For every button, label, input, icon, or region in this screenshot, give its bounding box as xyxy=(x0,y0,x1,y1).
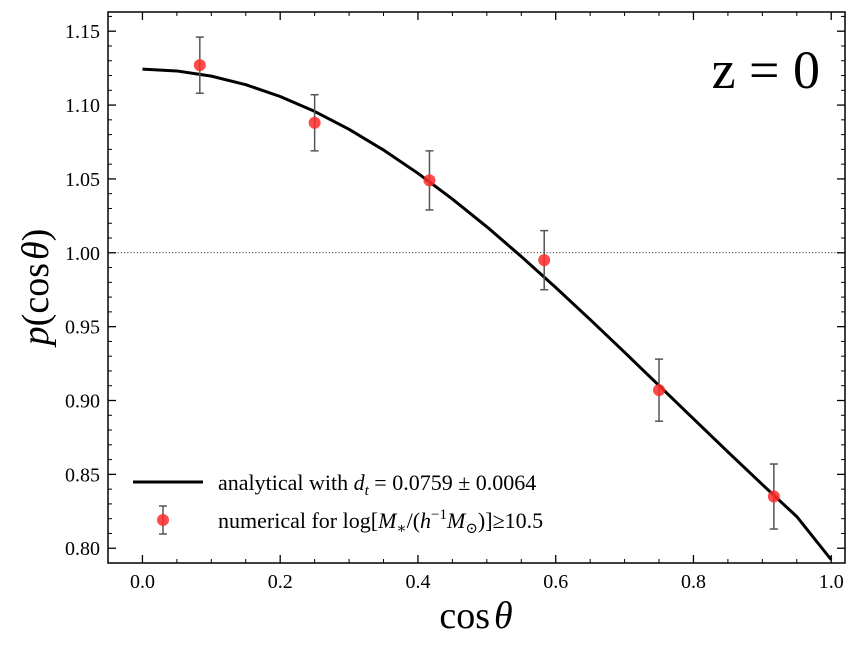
x-tick-label: 1.0 xyxy=(819,571,844,593)
x-axis-var: θ xyxy=(494,595,513,637)
legend-points-h: h xyxy=(420,508,431,533)
x-tick-label: 0.4 xyxy=(405,571,430,593)
plot-background xyxy=(108,12,845,563)
legend-points-sun: ⊙ xyxy=(465,521,478,537)
legend-points-label: numerical for log[M∗/(h−1M⊙)]≥10.5 xyxy=(218,507,543,537)
y-axis-p: p xyxy=(15,326,57,348)
y-tick-label: 1.15 xyxy=(65,21,100,43)
legend-points-exp: −1 xyxy=(431,507,447,523)
data-point xyxy=(538,254,551,267)
data-point xyxy=(308,116,321,129)
legend: analytical with dt = 0.0759 ± 0.0064 num… xyxy=(133,470,543,537)
legend-points-mass: M xyxy=(377,508,398,533)
x-axis-func: cos xyxy=(439,595,490,637)
x-axis-title: cos θ xyxy=(439,595,512,637)
legend-line-prefix: analytical with xyxy=(218,470,354,495)
plot-frame xyxy=(107,11,846,564)
data-point xyxy=(653,384,666,397)
x-tick-label: 0.8 xyxy=(681,571,706,593)
x-tick-label: 0.0 xyxy=(130,571,155,593)
legend-points-star: ∗ xyxy=(396,521,406,537)
x-tick-label: 0.6 xyxy=(543,571,568,593)
data-point xyxy=(193,59,206,72)
y-tick-label: 0.85 xyxy=(65,464,100,486)
data-point xyxy=(423,174,436,187)
y-axis-close: ) xyxy=(15,229,57,242)
points-layer xyxy=(193,36,780,530)
y-tick-label: 1.05 xyxy=(65,169,100,191)
annotation-z: z = 0 xyxy=(712,40,820,100)
legend-points-suffix: )]≥10.5 xyxy=(478,508,543,533)
legend-line-label: analytical with dt = 0.0759 ± 0.0064 xyxy=(218,470,536,499)
y-tick-label: 0.90 xyxy=(65,391,100,413)
y-tick-label: 0.95 xyxy=(65,317,100,339)
y-axis-func: cos xyxy=(15,263,57,314)
y-tick-label: 0.80 xyxy=(65,538,100,560)
curve-layer xyxy=(142,67,833,561)
legend-points-prefix: numerical for log[ xyxy=(218,508,378,533)
x-tick-label: 0.2 xyxy=(268,571,293,593)
legend-line-subscript: t xyxy=(365,483,370,499)
legend-points-msun: M xyxy=(446,508,467,533)
legend-point-swatch xyxy=(157,514,169,526)
legend-line-symbol: d xyxy=(354,470,366,495)
y-tick-label: 1.10 xyxy=(65,95,100,117)
y-axis-var: θ xyxy=(15,241,57,260)
analytical-curve xyxy=(142,67,833,561)
legend-line-suffix: = 0.0759 ± 0.0064 xyxy=(369,470,536,495)
data-point xyxy=(767,490,780,503)
y-axis-title: p(cos θ) xyxy=(15,229,57,349)
y-tick-label: 1.00 xyxy=(65,243,100,265)
legend-points-mid: /( xyxy=(407,508,420,533)
y-axis-open: ( xyxy=(15,314,57,327)
